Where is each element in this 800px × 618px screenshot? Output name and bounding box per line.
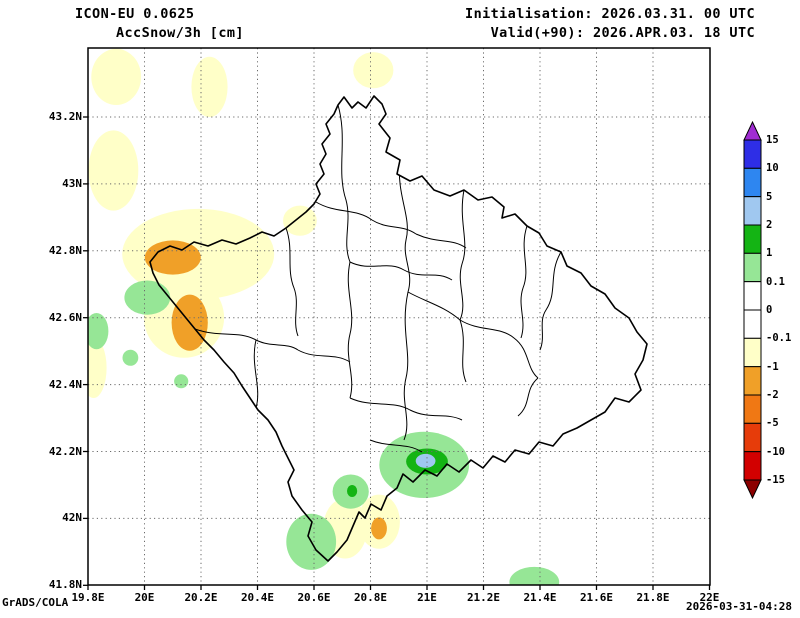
colorbar-arrow-bottom	[743, 479, 762, 500]
variable-title: AccSnow/3h [cm]	[116, 25, 244, 41]
colorbar-segment	[743, 366, 762, 396]
municipality-line	[459, 319, 539, 379]
snow-area	[91, 48, 142, 105]
colorbar-arrow-top	[743, 120, 762, 141]
municipality-line	[347, 261, 353, 399]
snow-area	[88, 313, 109, 350]
init-time-label: Initialisation: 2026.03.31. 00 UTC	[465, 6, 755, 22]
municipality-line	[398, 159, 411, 293]
colorbar-segment	[743, 167, 762, 198]
creation-timestamp: 2026-03-31-04:28	[686, 600, 792, 613]
model-title: ICON-EU 0.0625	[75, 6, 195, 22]
colorbar-segment	[743, 337, 762, 368]
snow-area	[283, 205, 317, 236]
snow-area	[124, 280, 171, 315]
colorbar-segment	[743, 252, 762, 283]
municipality-boundaries	[194, 104, 562, 453]
colorbar-segment	[743, 451, 762, 481]
municipality-line	[459, 319, 467, 383]
snow-area	[371, 517, 387, 540]
colorbar-segment	[743, 394, 762, 424]
kosovo-map-layer	[149, 95, 648, 562]
snow-area	[347, 485, 358, 497]
municipality-line	[253, 339, 259, 409]
municipality-line	[539, 251, 562, 351]
colorbar-segment	[743, 309, 762, 339]
municipality-line	[407, 291, 461, 321]
colorbar	[743, 120, 762, 500]
snow-area	[509, 566, 560, 585]
municipality-line	[369, 439, 423, 453]
grid-layer	[83, 48, 711, 590]
colorbar-segment	[743, 224, 762, 254]
snow-area	[191, 56, 228, 117]
snow-area	[88, 337, 107, 398]
municipality-line	[459, 189, 466, 321]
municipality-line	[337, 104, 351, 263]
valid-time-label: Valid(+90): 2026.APR.03. 18 UTC	[490, 25, 755, 41]
municipality-line	[349, 397, 463, 421]
municipality-line	[403, 291, 409, 441]
plot-frame	[87, 47, 711, 586]
municipality-line	[285, 227, 299, 337]
municipality-line	[415, 233, 467, 249]
colorbar-segment	[743, 139, 762, 169]
colorbar-segment	[743, 196, 762, 226]
snow-area	[174, 374, 189, 389]
municipality-line	[349, 261, 453, 281]
grads-credit: GrADS/COLA	[2, 596, 69, 609]
municipality-line	[297, 349, 351, 363]
snow-area	[144, 240, 201, 275]
municipality-line	[315, 201, 417, 235]
colorbar-segment	[743, 422, 762, 453]
snow-area	[88, 130, 139, 211]
municipality-line	[517, 377, 539, 417]
municipality-line	[194, 328, 299, 351]
colorbar-segment	[743, 281, 762, 311]
snow-area	[415, 453, 436, 468]
snow-area	[353, 52, 394, 89]
snow-shading-layer	[88, 48, 560, 585]
snow-area	[122, 349, 139, 366]
municipality-line	[520, 225, 528, 339]
